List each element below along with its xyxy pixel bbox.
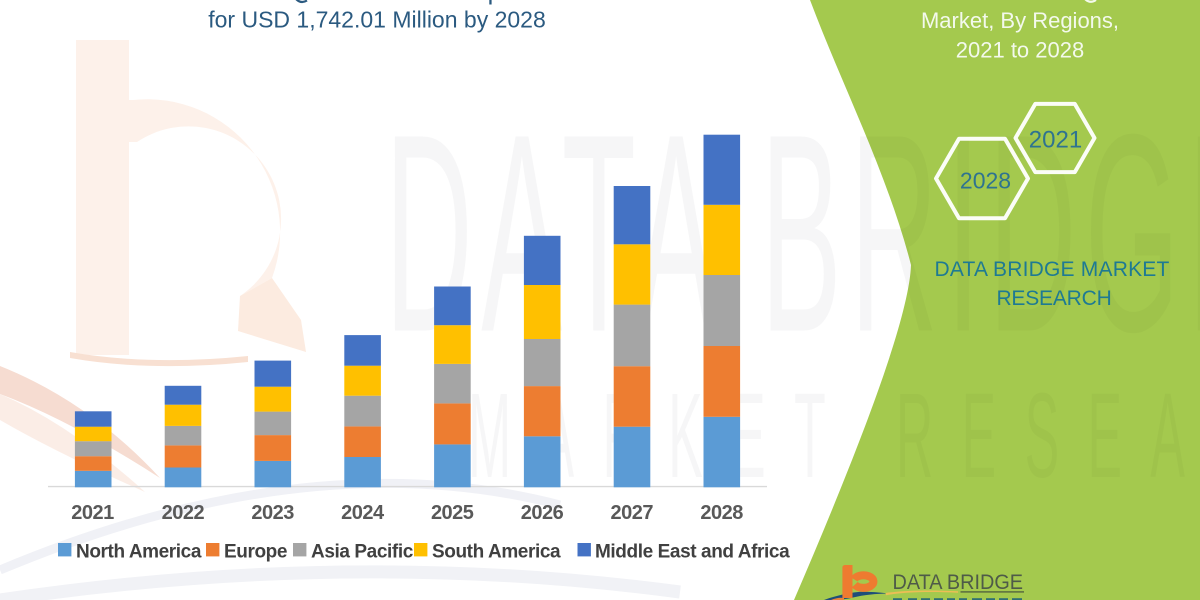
svg-text:South America: South America [432, 542, 561, 563]
svg-text:2028: 2028 [960, 168, 1011, 194]
svg-text:Europe: Europe [224, 542, 287, 563]
svg-text:for USD 1,742.01 Million by 20: for USD 1,742.01 Million by 2028 [208, 7, 546, 33]
svg-text:2021 to 2028: 2021 to 2028 [956, 38, 1084, 63]
svg-text:2026: 2026 [521, 502, 564, 524]
svg-text:RESEARCH: RESEARCH [996, 287, 1111, 310]
svg-text:2022: 2022 [162, 502, 205, 524]
svg-text:2021: 2021 [71, 502, 114, 524]
svg-text:DATA BRIDGE: DATA BRIDGE [893, 570, 1024, 594]
svg-text:Asia Pacific: Asia Pacific [311, 542, 414, 563]
svg-text:2021: 2021 [1029, 127, 1082, 154]
svg-text:Middle East and Africa: Middle East and Africa [595, 542, 790, 563]
svg-text:DATA BRIDGE MARKET: DATA BRIDGE MARKET [934, 258, 1169, 281]
svg-text:2025: 2025 [431, 502, 474, 524]
svg-text:Market, By Regions,: Market, By Regions, [921, 8, 1119, 33]
svg-text:2024: 2024 [341, 502, 385, 524]
svg-text:2023: 2023 [251, 502, 294, 524]
svg-text:North America: North America [76, 542, 202, 563]
svg-text:2028: 2028 [700, 502, 743, 524]
svg-text:2027: 2027 [611, 502, 654, 524]
